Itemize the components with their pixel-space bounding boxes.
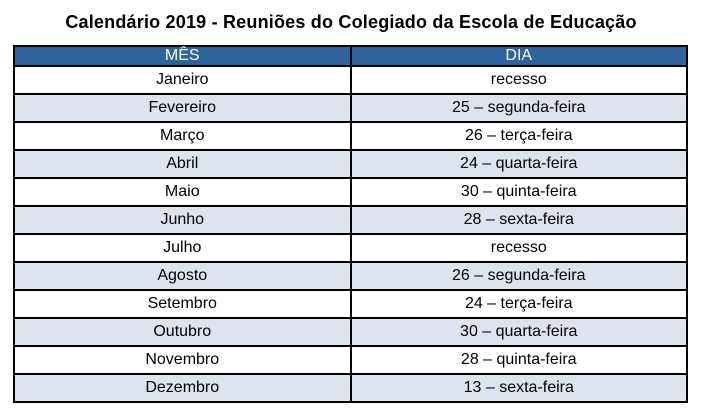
dia-cell: 24 – quarta-feira: [349, 149, 688, 179]
dia-cell: 13 – sexta-feira: [349, 373, 688, 403]
mes-cell: Outubro: [13, 317, 352, 347]
table-row: Dezembro 13 – sexta-feira: [13, 373, 688, 403]
dia-cell: 26 – segunda-feira: [349, 261, 688, 291]
table-row: Setembro 24 – terça-feira: [13, 289, 688, 319]
mes-cell: Julho: [13, 233, 352, 263]
mes-cell: Agosto: [13, 261, 352, 291]
dia-cell: 25 – segunda-feira: [349, 93, 688, 123]
table-row: Janeiro recesso: [13, 65, 688, 95]
dia-cell: recesso: [349, 65, 688, 95]
table-row: Outubro 30 – quarta-feira: [13, 317, 688, 347]
dia-cell: recesso: [349, 233, 688, 263]
mes-cell: Setembro: [13, 289, 352, 319]
table-row: Maio 30 – quinta-feira: [13, 177, 688, 207]
dia-cell: 28 – quinta-feira: [349, 345, 688, 375]
table-row: Agosto 26 – segunda-feira: [13, 261, 688, 291]
table-row: Fevereiro 25 – segunda-feira: [13, 93, 688, 123]
mes-cell: Maio: [13, 177, 352, 207]
table-row: Julho recesso: [13, 233, 688, 263]
dia-cell: 28 – sexta-feira: [349, 205, 688, 235]
header-row: MÊS DIA: [13, 45, 688, 67]
dia-cell: 30 – quinta-feira: [349, 177, 688, 207]
calendar-table: MÊS DIA Janeiro recesso Fevereiro 25 – s…: [13, 45, 688, 403]
column-header-dia: DIA: [349, 45, 688, 67]
mes-cell: Fevereiro: [13, 93, 352, 123]
table-row: Novembro 28 – quinta-feira: [13, 345, 688, 375]
table-row: Abril 24 – quarta-feira: [13, 149, 688, 179]
dia-cell: 24 – terça-feira: [349, 289, 688, 319]
dia-cell: 26 – terça-feira: [349, 121, 688, 151]
mes-cell: Março: [13, 121, 352, 151]
table-body: Janeiro recesso Fevereiro 25 – segunda-f…: [13, 65, 688, 403]
mes-cell: Janeiro: [13, 65, 352, 95]
table-row: Junho 28 – sexta-feira: [13, 205, 688, 235]
mes-cell: Novembro: [13, 345, 352, 375]
page-title: Calendário 2019 - Reuniões do Colegiado …: [65, 12, 637, 32]
table-row: Março 26 – terça-feira: [13, 121, 688, 151]
mes-cell: Junho: [13, 205, 352, 235]
mes-cell: Abril: [13, 149, 352, 179]
mes-cell: Dezembro: [13, 373, 352, 403]
table-head: MÊS DIA: [13, 45, 688, 67]
column-header-mes: MÊS: [13, 45, 352, 67]
dia-cell: 30 – quarta-feira: [349, 317, 688, 347]
